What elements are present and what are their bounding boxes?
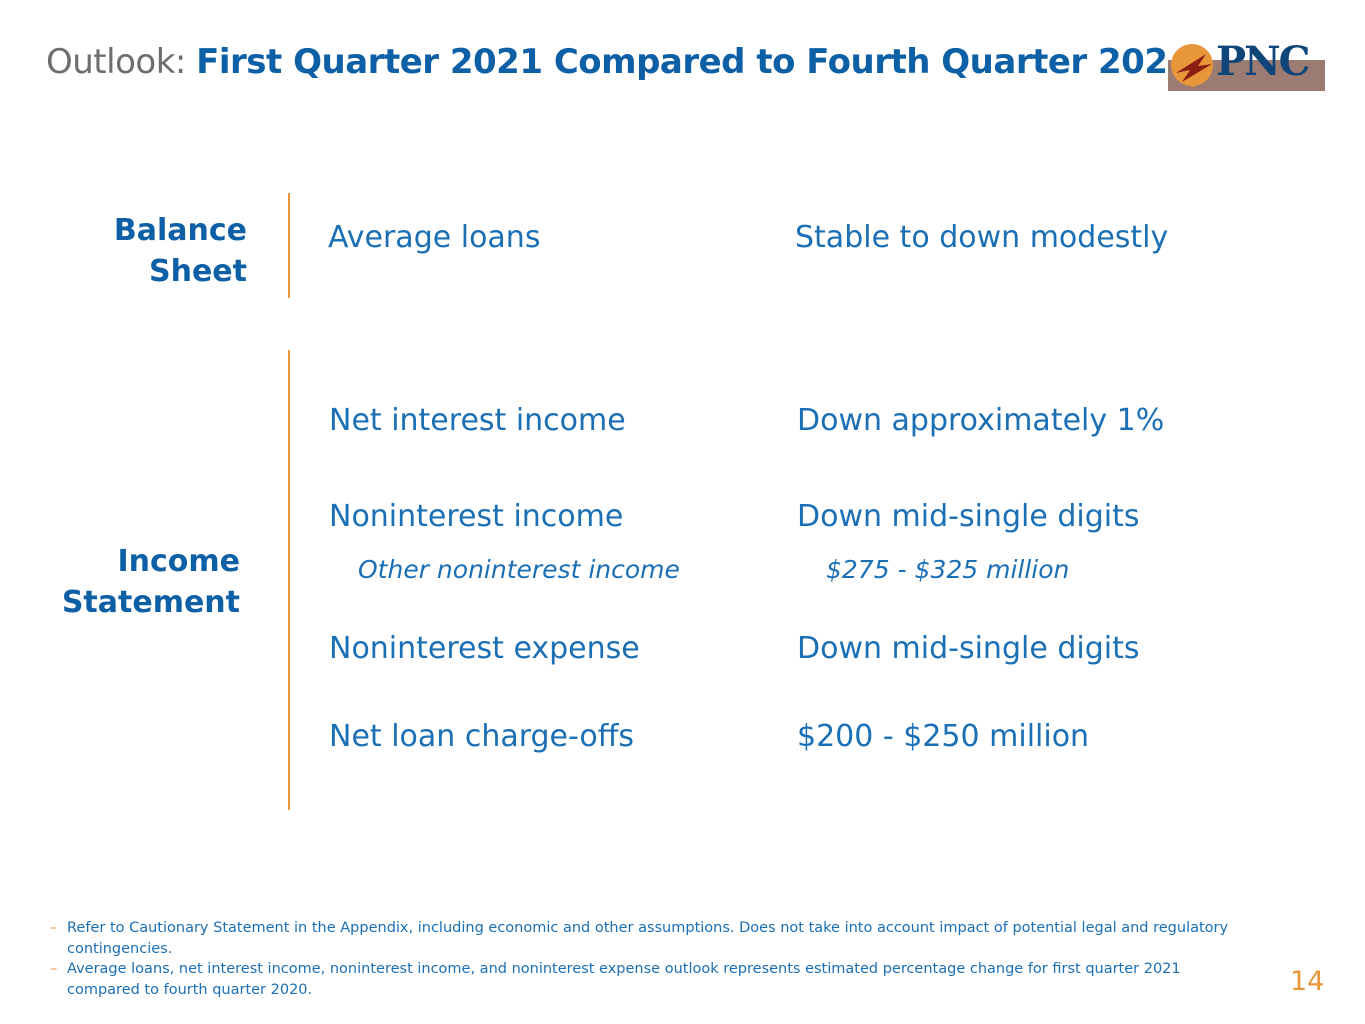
pnc-logo: PNC: [1168, 40, 1325, 91]
footnote-marker: –: [50, 961, 58, 977]
income-statement-divider: [288, 350, 290, 810]
row-label-noninterest-expense: Noninterest expense: [329, 631, 640, 666]
row-label-noninterest-income: Noninterest income: [329, 499, 624, 534]
row-label-net-loan-charge-offs: Net loan charge-offs: [329, 719, 635, 754]
page-number: 14: [1290, 966, 1325, 997]
pnc-emblem-icon: [1171, 44, 1213, 87]
logo-wordmark: PNC: [1216, 40, 1310, 85]
row-value-average-loans: Stable to down modestly: [795, 220, 1169, 255]
row-value-net-interest-income: Down approximately 1%: [797, 403, 1165, 438]
footnote-text: Refer to Cautionary Statement in the App…: [67, 920, 1229, 957]
footnote-text: Average loans, net interest income, noni…: [67, 961, 1181, 998]
title-prefix: Outlook:: [46, 42, 186, 82]
row-label-net-interest-income: Net interest income: [329, 403, 626, 438]
balance-sheet-divider: [288, 193, 290, 298]
title-main: First Quarter 2021 Compared to Fourth Qu…: [196, 42, 1191, 82]
row-value-other-noninterest-income: $275 - $325 million: [826, 555, 1070, 584]
row-value-noninterest-expense: Down mid-single digits: [797, 631, 1140, 666]
row-label-average-loans: Average loans: [328, 220, 541, 255]
page-title: Outlook: First Quarter 2021 Compared to …: [46, 42, 1191, 82]
footnote-marker: –: [50, 920, 58, 936]
row-label-other-noninterest-income: Other noninterest income: [358, 555, 680, 584]
income-statement-label: Income Statement: [61, 544, 240, 620]
footnotes: – Refer to Cautionary Statement in the A…: [50, 918, 1230, 1000]
footnote: – Average loans, net interest income, no…: [50, 959, 1230, 1000]
footnote: – Refer to Cautionary Statement in the A…: [50, 918, 1230, 959]
row-value-net-loan-charge-offs: $200 - $250 million: [797, 719, 1090, 754]
balance-sheet-label: Balance Sheet: [113, 213, 247, 289]
row-value-noninterest-income: Down mid-single digits: [797, 499, 1140, 534]
